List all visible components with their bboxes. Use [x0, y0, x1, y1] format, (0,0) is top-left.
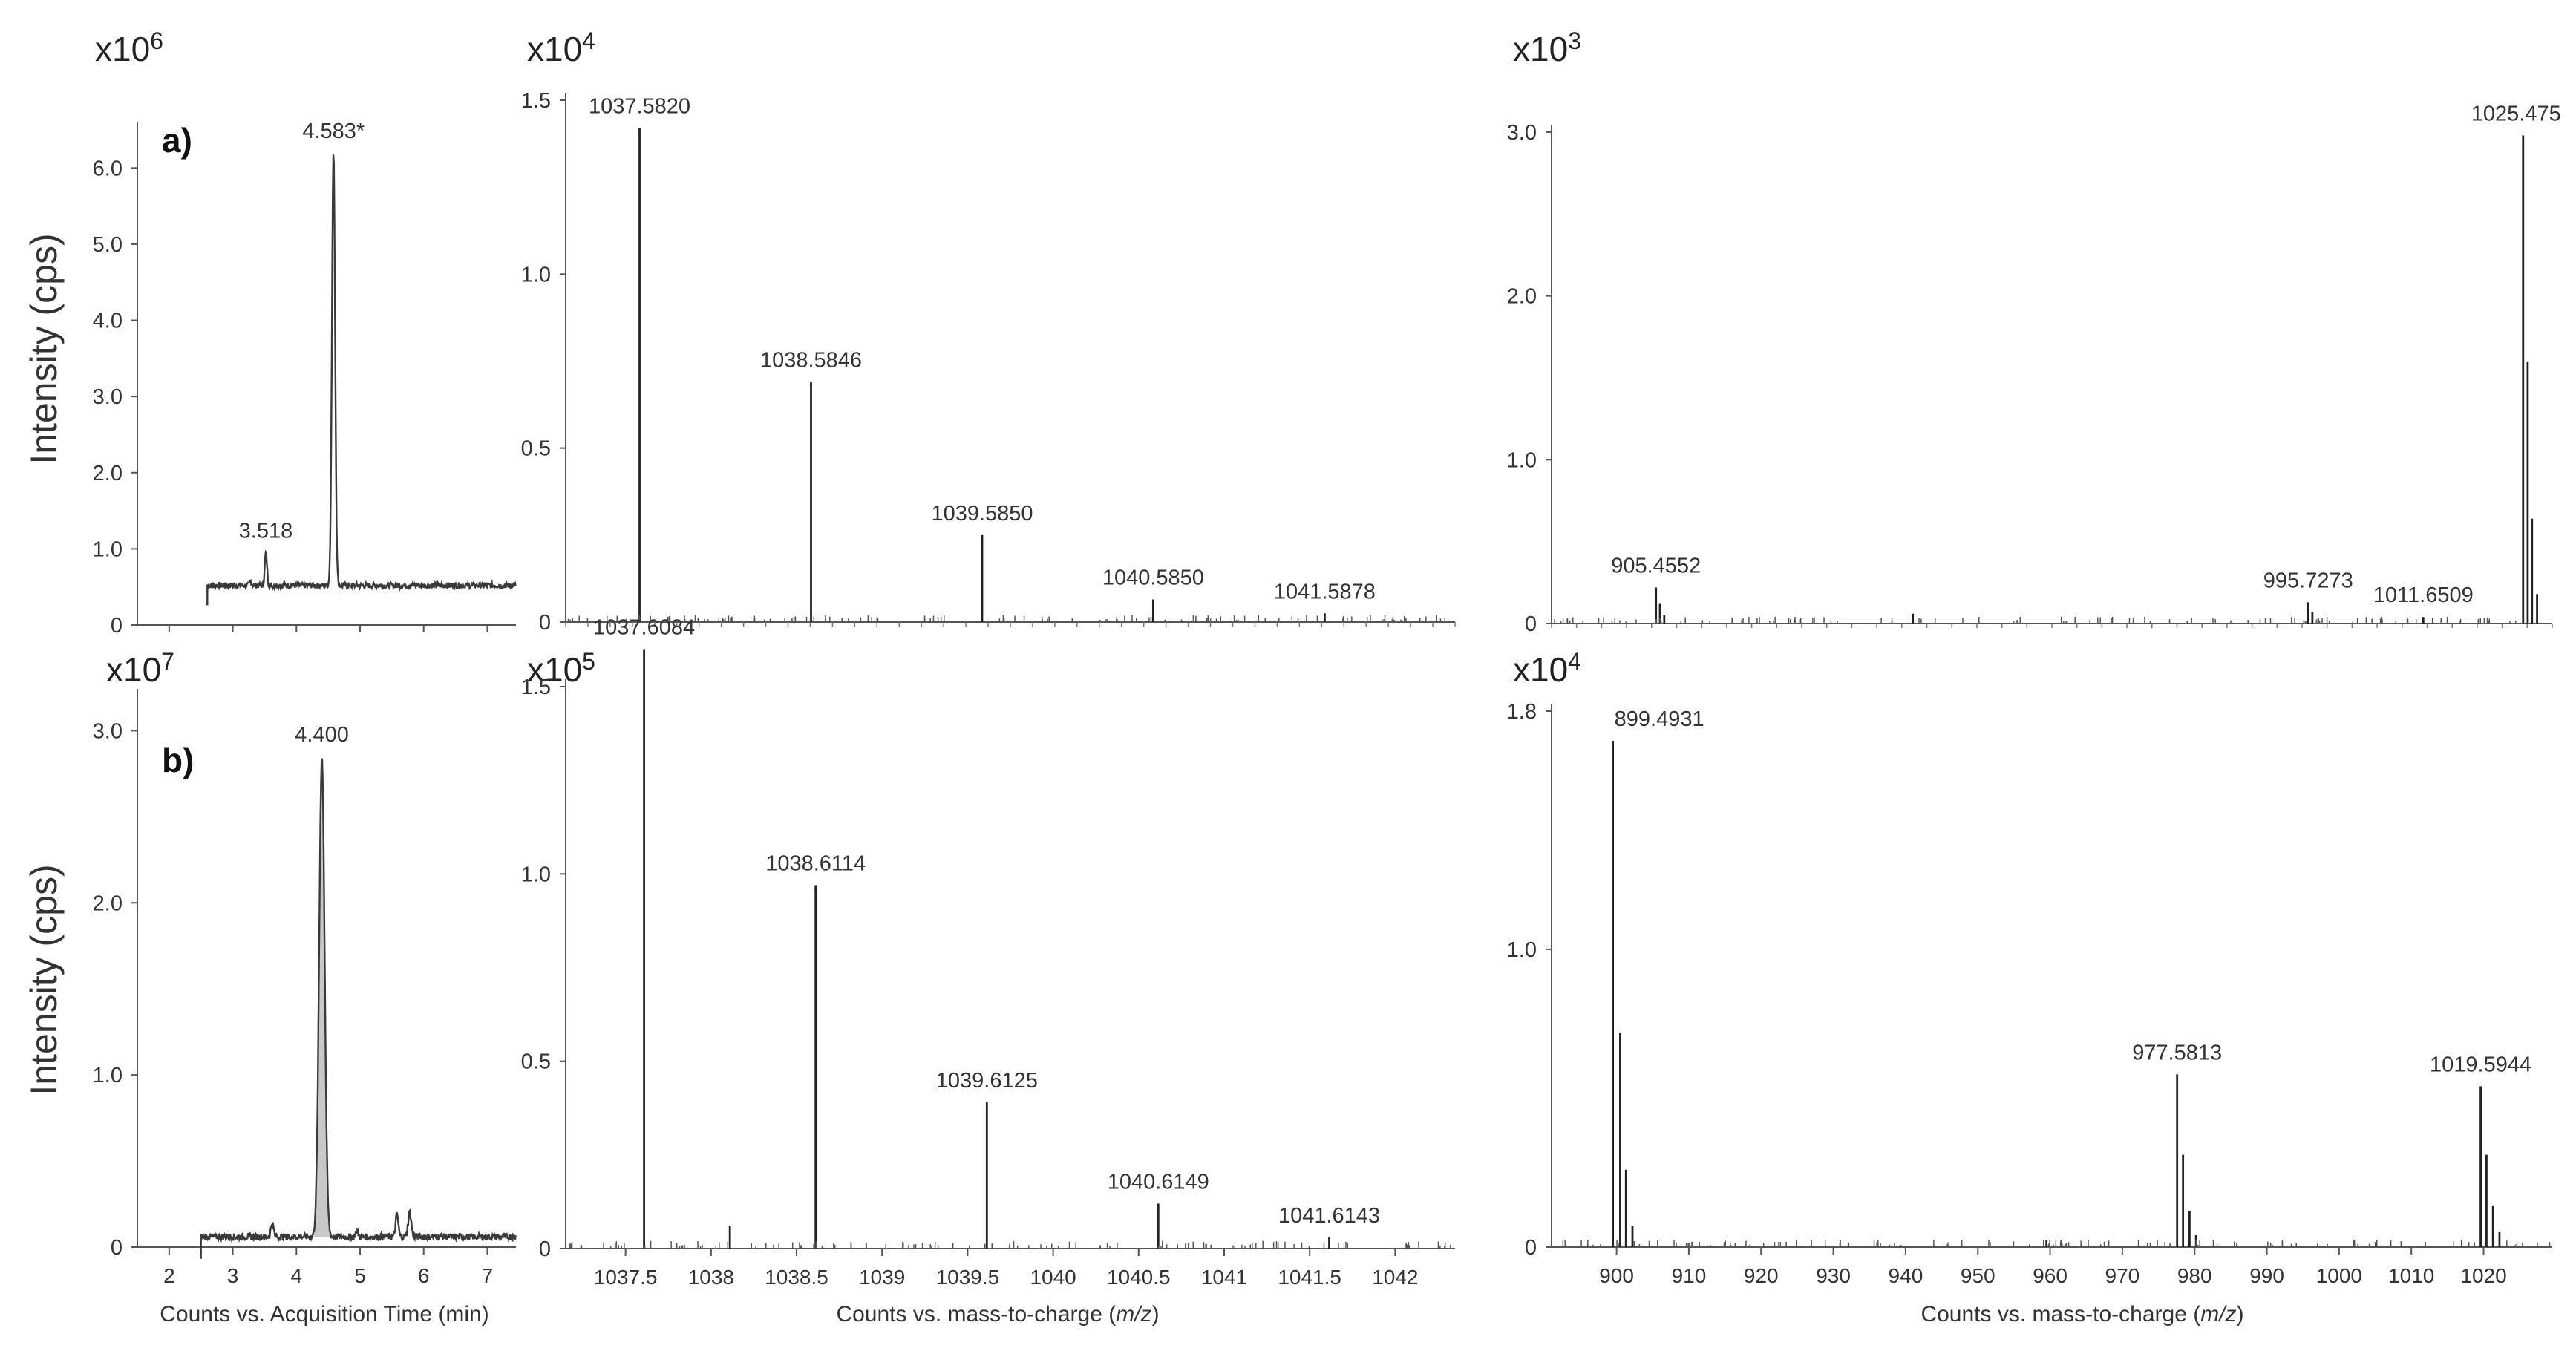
x-tick-label: 3: [227, 1264, 239, 1287]
x-tick-label: 970: [2105, 1264, 2140, 1287]
y-tick-label: 1.8: [1507, 700, 1537, 724]
y-axis-label-row-a: Intensity (cps): [23, 233, 65, 464]
peak-label: 1025.475: [2471, 102, 2561, 125]
panel-b-ms1: x105 0 0.5 1.0 1.5 1037.5 1038 1038.5 1039 1039.5…: [521, 616, 1455, 1289]
chromatogram-trace: [200, 758, 517, 1259]
peak-label: 1011.6509: [2373, 583, 2474, 607]
x-axis-label-ms1: Counts vs. mass-to-charge (m/z): [836, 1302, 1159, 1327]
peak-label: 4.400: [295, 723, 349, 747]
y-tick-label: 6.0: [93, 157, 122, 180]
y-tick-label: 2.0: [93, 462, 122, 485]
x-tick-label: 5: [354, 1264, 366, 1287]
y-tick-label: 1.5: [521, 676, 551, 699]
peak-label: 1039.6125: [936, 1069, 1038, 1093]
y-tick-label: 4.0: [93, 310, 122, 333]
x-tick-label: 1039: [859, 1266, 905, 1289]
peak-label: 1038.5846: [760, 349, 862, 373]
panel-b-ms2: x104 0 1.0 1.8 900 910 920 930 940 950 960 970 980 99…: [1507, 648, 2552, 1287]
peak-label: 995.7273: [2263, 569, 2353, 592]
chromatogram-trace: [206, 154, 517, 606]
peak-label: 3.518: [239, 520, 293, 543]
x-tick-label: 1038.5: [765, 1266, 828, 1289]
x-tick-label: 1038: [688, 1266, 734, 1289]
y-tick-label: 0: [111, 614, 122, 638]
peak-label: 899.4931: [1615, 707, 1704, 731]
x-tick-label: 960: [2033, 1264, 2067, 1287]
x-tick-label: 1010: [2388, 1264, 2434, 1287]
y-tick-label: 1.0: [93, 1064, 122, 1087]
y-axis-label-row-b: Intensity (cps): [23, 864, 65, 1095]
peak-label: 1037.6084: [593, 616, 695, 640]
peak-label: 1037.5820: [589, 94, 690, 118]
axis-multiplier-label: x104: [527, 27, 595, 68]
y-tick-label: 1.0: [93, 537, 122, 561]
peak-label: 4.583*: [302, 120, 365, 143]
x-tick-label: 1041: [1201, 1266, 1247, 1289]
x-tick-label: 1042: [1372, 1266, 1418, 1289]
x-tick-label: 1039.5: [936, 1266, 1000, 1289]
x-tick-label: 940: [1889, 1264, 1923, 1287]
y-tick-label: 0.5: [521, 437, 551, 461]
panel-a-chrom: x106 0 1.0 2.0 3.0 4.0 5.0 6.0 3.518 4.583*: [93, 27, 517, 638]
panel-b-chrom: x107 0 1.0 2.0 3.0 2 3 4 5 6 7 4.400: [93, 648, 517, 1287]
peak-label: 905.4552: [1611, 554, 1701, 578]
peak-label: 1019.5944: [2430, 1053, 2531, 1076]
y-tick-label: 1.0: [1507, 448, 1537, 472]
row-label-a: a): [162, 121, 192, 160]
y-tick-label: 1.5: [521, 89, 551, 113]
y-tick-label: 0: [539, 611, 551, 635]
axis-multiplier-label: x106: [95, 27, 163, 68]
y-tick-label: 1.0: [521, 863, 551, 886]
x-tick-label: 6: [418, 1264, 430, 1287]
axis-multiplier-label: x107: [106, 648, 174, 689]
panel-a-ms2: x103 0 1.0 2.0 3.0 905.4552 995.7273 1011.6509 1…: [1507, 27, 2561, 636]
x-tick-label: 950: [1961, 1264, 1995, 1287]
axis-multiplier-label: x104: [1513, 648, 1581, 689]
x-tick-label: 7: [482, 1264, 494, 1287]
x-tick-label: 1041.5: [1278, 1266, 1341, 1289]
y-tick-label: 5.0: [93, 233, 122, 257]
y-tick-label: 0.5: [521, 1050, 551, 1074]
y-tick-label: 0: [1525, 612, 1537, 636]
x-tick-label: 1000: [2316, 1264, 2362, 1287]
peak-label: 1040.5850: [1102, 566, 1204, 590]
x-tick-label: 980: [2177, 1264, 2212, 1287]
y-tick-label: 1.0: [521, 263, 551, 287]
x-tick-label: 920: [1744, 1264, 1779, 1287]
x-tick-label: 910: [1672, 1264, 1707, 1287]
y-tick-label: 0: [539, 1237, 551, 1261]
axis-multiplier-label: x105: [527, 648, 595, 689]
x-tick-label: 1037.5: [594, 1266, 658, 1289]
y-tick-label: 0: [1525, 1236, 1537, 1260]
axis-multiplier-label: x103: [1513, 27, 1581, 68]
peak-label: 977.5813: [2132, 1041, 2222, 1064]
peak-label: 1040.6149: [1108, 1170, 1209, 1194]
y-tick-label: 3.0: [93, 719, 122, 743]
x-tick-label: 1020: [2460, 1264, 2506, 1287]
y-tick-label: 2.0: [93, 892, 122, 915]
y-tick-label: 0: [111, 1236, 122, 1260]
y-tick-label: 2.0: [1507, 285, 1537, 309]
y-tick-label: 3.0: [1507, 121, 1537, 145]
x-axis-label-ms2: Counts vs. mass-to-charge (m/z): [1920, 1302, 2243, 1327]
y-tick-label: 1.0: [1507, 938, 1537, 962]
x-tick-label: 1040: [1030, 1266, 1076, 1289]
x-tick-label: 1040.5: [1107, 1266, 1171, 1289]
y-tick-label: 3.0: [93, 385, 122, 409]
x-tick-label: 990: [2249, 1264, 2284, 1287]
x-tick-label: 2: [163, 1264, 175, 1287]
peak-label: 1041.6143: [1278, 1204, 1380, 1228]
x-tick-label: 4: [290, 1264, 302, 1287]
panel-a-ms1: x104 0 0.5 1.0 1.5 1037.5820 1038.5846 1039.585…: [521, 27, 1456, 635]
peak-label: 1039.5850: [931, 502, 1033, 526]
peak-label: 1041.5878: [1274, 580, 1376, 603]
x-tick-label: 900: [1599, 1264, 1634, 1287]
x-axis-label-chromatogram: Counts vs. Acquisition Time (min): [160, 1302, 488, 1327]
x-tick-label: 930: [1816, 1264, 1851, 1287]
row-label-b: b): [162, 741, 194, 779]
peak-label: 1038.6114: [765, 851, 866, 875]
